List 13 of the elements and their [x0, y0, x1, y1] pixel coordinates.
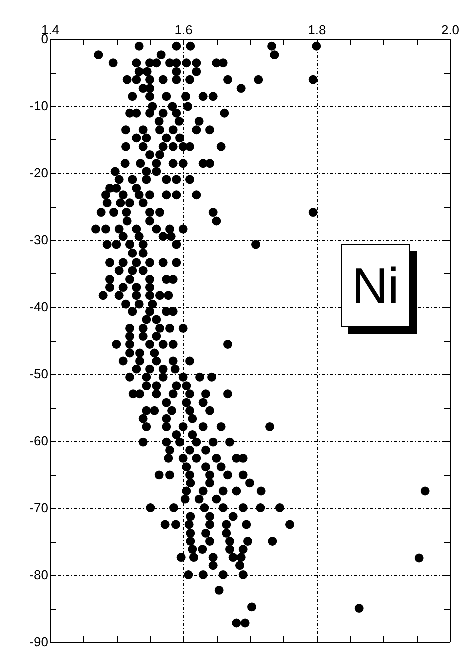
y-tick-label: -40	[30, 300, 48, 314]
y-tick-label: -10	[30, 98, 48, 114]
x-tick-label: 1.6	[174, 22, 193, 38]
y-tick-label: -70	[30, 500, 48, 516]
y-tick-label: -20	[30, 166, 48, 180]
annotation: Ni	[352, 258, 400, 314]
y-tick-label: -80	[30, 568, 48, 582]
y-tick-label: -30	[30, 232, 48, 248]
y-tick-label: -90	[30, 634, 48, 648]
x-tick-label: 1.8	[308, 22, 326, 38]
y-tick-label: -50	[30, 366, 48, 382]
y-tick-label: -60	[30, 434, 48, 448]
x-tick-label: 2.0	[441, 22, 460, 38]
